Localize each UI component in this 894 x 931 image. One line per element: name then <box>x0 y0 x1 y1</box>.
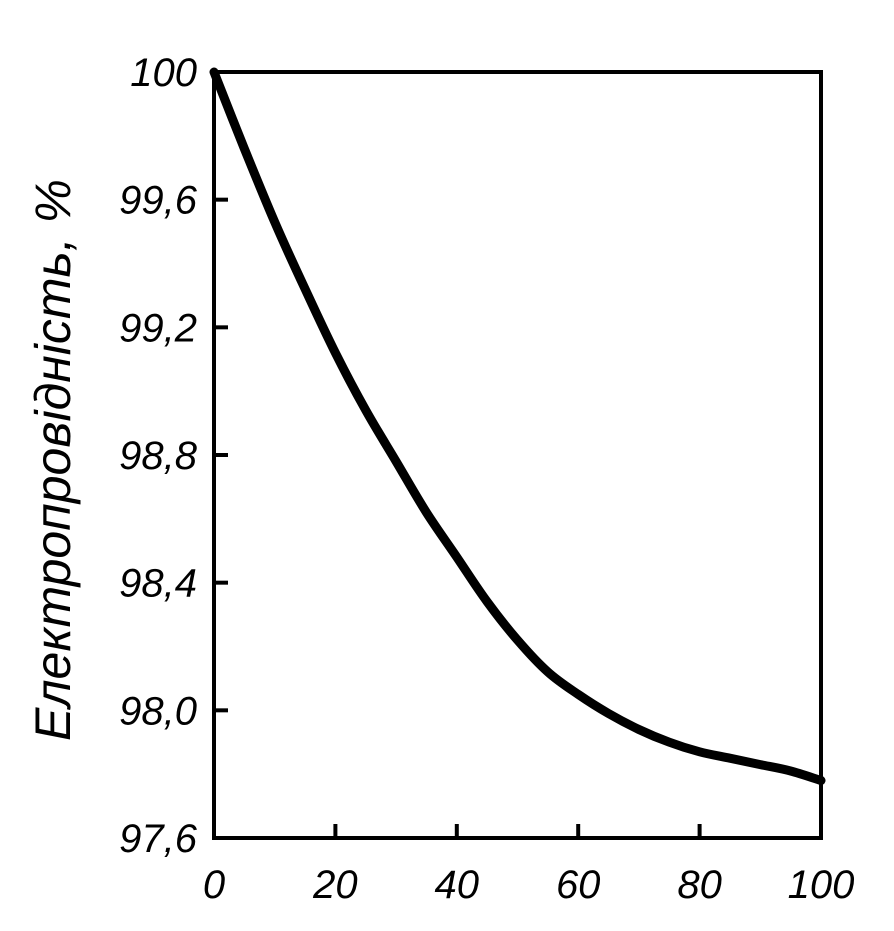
plot-area-frame <box>212 70 823 840</box>
x-tick-label: 100 <box>788 863 855 907</box>
x-tick-label: 80 <box>677 863 722 907</box>
x-axis-ticks: 0 20 40 60 80 100 <box>203 824 855 907</box>
series-layer <box>209 67 826 785</box>
x-tick-label: 20 <box>312 863 358 907</box>
x-tick-label: 60 <box>556 863 601 907</box>
y-axis-ticks: 97,6 98,0 98,4 98,8 99,2 99,6 100 <box>119 51 228 861</box>
y-tick-label: 98,8 <box>119 434 198 478</box>
y-tick-label: 98,4 <box>119 562 197 606</box>
series-line <box>209 67 826 785</box>
y-tick-label: 100 <box>130 51 197 95</box>
y-tick-label: 99,2 <box>119 306 197 350</box>
y-axis-label: Електропровідність, % <box>25 179 81 741</box>
x-tick-label: 40 <box>435 863 480 907</box>
y-tick-label: 99,6 <box>119 179 198 223</box>
y-tick-label: 98,0 <box>119 689 197 733</box>
x-tick-label: 0 <box>203 863 225 907</box>
y-tick-label: 97,6 <box>119 817 198 861</box>
